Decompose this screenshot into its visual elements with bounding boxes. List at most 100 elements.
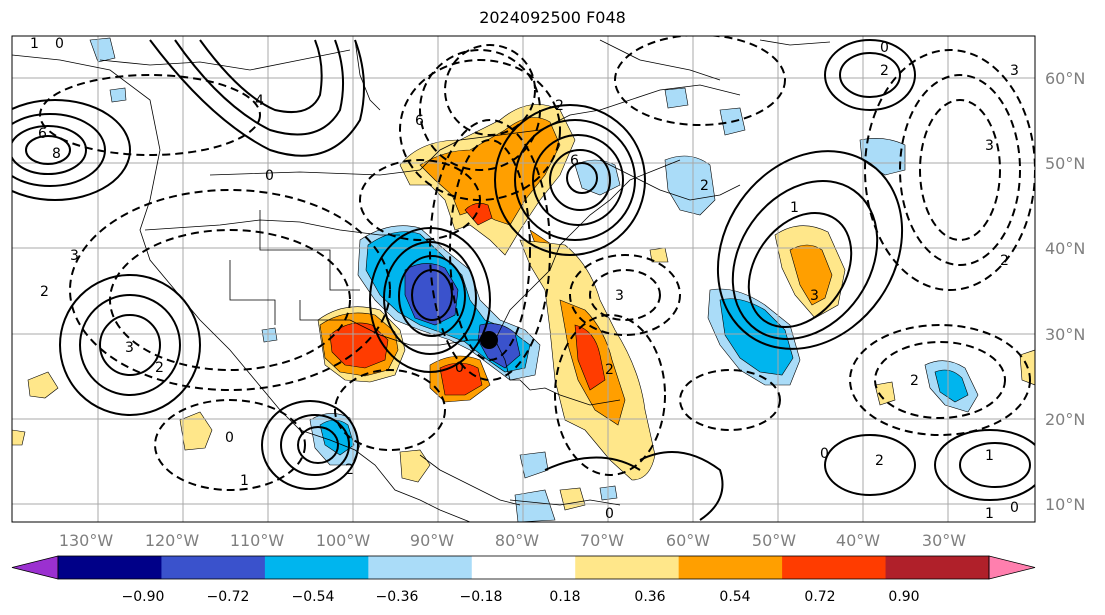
- svg-text:0: 0: [1010, 500, 1019, 516]
- svg-text:2: 2: [605, 362, 614, 378]
- colorbar-tick: 0.36: [634, 589, 665, 605]
- svg-text:2: 2: [880, 63, 889, 79]
- lon-label: 90°W: [410, 531, 454, 550]
- colorbar-swatch: [782, 556, 887, 579]
- lon-label: 100°W: [316, 531, 371, 550]
- svg-text:0: 0: [55, 36, 64, 52]
- anomaly-shading-region: [649, 247, 669, 263]
- anomaly-shading-region: [874, 381, 896, 406]
- anomaly-shading-region: [109, 87, 127, 103]
- colorbar-tick: 0.72: [804, 589, 835, 605]
- contour-labels: 6 8 6 6 4 3 2 3 2 0 3 3 2 2 0 1 0 1 2 0 …: [30, 36, 1019, 522]
- svg-text:3: 3: [70, 248, 79, 264]
- colorbar-extend-max: [988, 555, 1036, 580]
- svg-text:2: 2: [555, 98, 564, 114]
- colorbar-tick: −0.36: [376, 589, 419, 605]
- svg-text:3: 3: [125, 340, 134, 356]
- svg-text:8: 8: [52, 146, 61, 162]
- svg-text:0: 0: [820, 446, 829, 462]
- lon-label: 30°W: [922, 531, 966, 550]
- anomaly-shading-region: [261, 327, 278, 343]
- anomaly-shading-region: [439, 362, 483, 396]
- anomaly-shading-region: [404, 263, 459, 326]
- colorbar-tick: −0.54: [292, 589, 335, 605]
- colorbar-tick: −0.18: [460, 589, 503, 605]
- svg-text:6: 6: [415, 113, 424, 129]
- positive-contours: [12, 39, 1035, 521]
- colorbar-tick: −0.90: [122, 589, 165, 605]
- lat-label: 10°N: [1045, 495, 1085, 514]
- lon-label: 50°W: [752, 531, 796, 550]
- colorbar-swatch: [368, 556, 473, 579]
- colorbar-extend-min: [11, 555, 59, 580]
- colorbar-tick: 0.18: [549, 589, 580, 605]
- svg-text:0: 0: [455, 360, 464, 376]
- svg-text:6: 6: [570, 153, 579, 169]
- svg-text:0: 0: [605, 506, 614, 522]
- svg-text:6: 6: [38, 126, 47, 142]
- colorbar-swatch: [678, 556, 783, 579]
- colorbar-outline: [57, 555, 990, 580]
- svg-text:1: 1: [985, 506, 994, 522]
- svg-text:2: 2: [700, 178, 709, 194]
- lon-label: 70°W: [580, 531, 624, 550]
- lat-label: 30°N: [1045, 325, 1085, 344]
- longitude-labels: 130°W 120°W 110°W 100°W 90°W 80°W 70°W 6…: [59, 531, 966, 550]
- svg-text:3: 3: [985, 138, 994, 154]
- svg-text:3: 3: [1010, 63, 1019, 79]
- svg-text:1: 1: [240, 473, 249, 489]
- anomaly-shading-region: [664, 87, 689, 109]
- colorbar-swatch: [471, 556, 576, 579]
- storm-center-marker: [480, 331, 498, 349]
- anomaly-shading-region: [789, 244, 833, 306]
- anomaly-shading-region: [89, 37, 116, 63]
- map-frame: [11, 35, 1036, 523]
- svg-text:2: 2: [155, 360, 164, 376]
- lon-label: 110°W: [230, 531, 285, 550]
- negative-contours: [39, 36, 1035, 491]
- colorbar-swatch: [885, 556, 990, 579]
- svg-text:3: 3: [615, 288, 624, 304]
- lon-label: 80°W: [495, 531, 539, 550]
- lat-label: 60°N: [1045, 69, 1085, 88]
- svg-text:3: 3: [810, 288, 819, 304]
- svg-text:2: 2: [910, 373, 919, 389]
- lon-label: 120°W: [145, 531, 200, 550]
- colorbar-tick-labels: −0.90 −0.72 −0.54 −0.36 −0.18 0.18 0.36 …: [122, 589, 920, 605]
- svg-text:0: 0: [880, 40, 889, 56]
- anomaly-shading-region: [399, 449, 431, 483]
- anomaly-shading-region: [719, 298, 794, 376]
- svg-text:0: 0: [225, 430, 234, 446]
- anomaly-shading-region: [934, 369, 969, 403]
- anomaly-shading-region: [664, 155, 716, 216]
- lon-label: 60°W: [666, 531, 710, 550]
- graticule: [12, 36, 1035, 522]
- map-content: 6 8 6 6 4 3 2 3 2 0 3 3 2 2 0 1 0 1 2 0 …: [12, 36, 1035, 522]
- colorbar: [11, 555, 1036, 580]
- colorbar-tick: 0.54: [719, 589, 750, 605]
- svg-text:2: 2: [1000, 253, 1009, 269]
- anomaly-shading-region: [12, 429, 26, 446]
- anomaly-shading-region: [514, 489, 556, 522]
- coastlines: [12, 39, 831, 522]
- colorbar-swatch: [264, 556, 369, 579]
- lon-label: 130°W: [59, 531, 114, 550]
- anomaly-shading-region: [179, 411, 213, 451]
- svg-text:1: 1: [30, 36, 39, 52]
- svg-text:1: 1: [790, 200, 799, 216]
- anomaly-shading-region: [27, 371, 59, 399]
- colorbar-swatch: [575, 556, 680, 579]
- svg-text:2: 2: [40, 284, 49, 300]
- colorbar-swatch: [58, 556, 162, 579]
- lat-label: 20°N: [1045, 410, 1085, 429]
- latitude-labels: 60°N 50°N 40°N 30°N 20°N 10°N: [1045, 69, 1085, 514]
- svg-text:1: 1: [985, 448, 994, 464]
- svg-text:4: 4: [255, 93, 264, 109]
- chart-title: 2024092500 F048: [479, 8, 626, 27]
- lon-label: 40°W: [836, 531, 880, 550]
- lat-label: 50°N: [1045, 154, 1085, 173]
- colorbar-tick: −0.72: [207, 589, 250, 605]
- svg-text:2: 2: [345, 462, 354, 478]
- colorbar-swatch: [161, 556, 266, 579]
